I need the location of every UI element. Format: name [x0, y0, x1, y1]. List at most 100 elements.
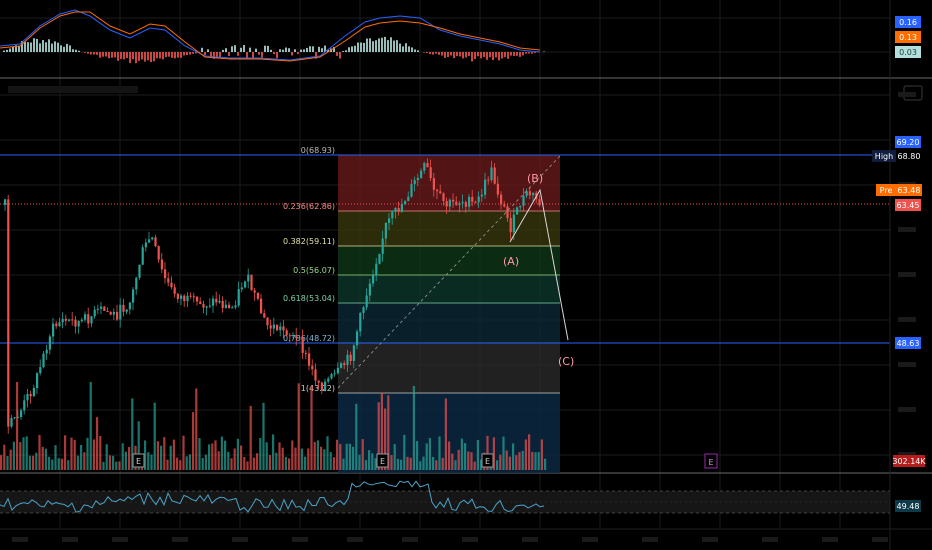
candle-body	[512, 214, 515, 233]
volume-bar	[361, 439, 364, 470]
volume-bar	[393, 444, 396, 470]
volume-bar	[220, 436, 223, 470]
volume-bar	[128, 446, 131, 470]
candle-body	[263, 313, 266, 318]
macd-hist-bar	[78, 50, 80, 52]
time-axis[interactable]	[12, 537, 888, 542]
candle-body	[74, 319, 77, 327]
candle-body	[71, 319, 74, 321]
candle-body	[458, 203, 461, 206]
macd-hist-bar	[141, 52, 143, 60]
volume-bar	[515, 455, 518, 470]
svg-text:63.45: 63.45	[897, 201, 920, 210]
macd-hist-bar	[24, 41, 26, 52]
volume-bar	[208, 444, 211, 470]
volume-bar	[368, 450, 371, 470]
macd-hist-bar	[426, 52, 428, 54]
candle-body	[477, 196, 480, 203]
volume-bar	[502, 436, 505, 470]
volume-bar	[6, 456, 9, 470]
time-axis-tick	[582, 537, 598, 542]
macd-hist-bar	[468, 52, 470, 56]
candle-body	[138, 264, 141, 278]
candle-body	[180, 295, 183, 299]
macd-hist-bar	[117, 52, 119, 61]
candle-body	[391, 211, 394, 219]
earnings-marker[interactable]: E	[132, 453, 145, 468]
volume-bar	[233, 448, 236, 470]
candle-body	[176, 293, 179, 299]
svg-text:63.48: 63.48	[898, 186, 921, 195]
upcoming-earnings-marker[interactable]: E	[704, 453, 718, 469]
macd-hist-bar	[453, 52, 455, 59]
candle-body	[87, 314, 90, 324]
candle-body	[445, 201, 448, 207]
fib-level-label: 0.786(48.72)	[283, 334, 335, 343]
volume-bar	[112, 455, 115, 470]
candle-body	[500, 194, 503, 205]
symbol-legend[interactable]	[8, 86, 138, 93]
macd-hist-bar	[165, 52, 167, 58]
histogram-value-badge: 0.03	[895, 46, 921, 58]
candle-body	[16, 417, 19, 419]
macd-hist-bar	[75, 49, 77, 52]
macd-hist-bar	[252, 52, 254, 58]
volume-bar	[48, 456, 51, 470]
volume-bar	[310, 385, 313, 470]
candle-body	[474, 201, 477, 203]
candle-body	[407, 196, 410, 202]
candle-body	[436, 189, 439, 192]
macd-hist-bar	[381, 37, 383, 52]
time-axis-tick	[822, 537, 838, 542]
macd-hist-bar	[6, 49, 8, 52]
svg-text:E: E	[708, 458, 713, 467]
candle-body	[23, 400, 26, 411]
volume-bar	[454, 460, 457, 470]
volume-bar	[256, 453, 259, 470]
macd-hist-bar	[267, 45, 269, 52]
macd-hist-bar	[351, 46, 353, 52]
macd-hist-bar	[342, 51, 344, 52]
macd-hist-bar	[261, 52, 263, 58]
candle-body	[116, 311, 119, 320]
price-axis-tick	[898, 452, 916, 457]
candle-body	[20, 410, 23, 418]
macd-hist-bar	[30, 42, 32, 52]
macd-hist-bar	[186, 52, 188, 56]
earnings-marker[interactable]: E	[376, 453, 389, 468]
elliott-wave-path[interactable]	[509, 188, 569, 341]
candle-body	[119, 304, 122, 320]
volume-bar	[76, 455, 79, 470]
rsi-line	[0, 480, 545, 513]
volume-bar	[211, 443, 214, 470]
svg-text:Pre: Pre	[880, 186, 893, 195]
time-axis-tick	[462, 537, 478, 542]
candle-body	[484, 179, 487, 195]
volume-bar	[323, 449, 326, 470]
time-axis-tick	[762, 537, 778, 542]
macd-hist-bar	[159, 52, 161, 59]
volume-bar	[470, 452, 473, 470]
macd-hist-bar	[27, 42, 29, 52]
macd-hist-bar	[111, 52, 113, 58]
macd-hist-bar	[294, 49, 296, 52]
macd-hist-bar	[189, 52, 191, 55]
macd-hist-bar	[459, 52, 461, 57]
volume-bar	[108, 455, 111, 470]
volume-bar	[252, 457, 255, 470]
candle-body	[420, 170, 423, 178]
candle-body	[394, 208, 397, 212]
macd-hist-bar	[531, 52, 533, 54]
macd-hist-bar	[285, 47, 287, 52]
volume-bar	[425, 443, 428, 470]
earnings-marker[interactable]: E	[481, 453, 494, 468]
candle-body	[333, 373, 336, 375]
volume-bar	[505, 450, 508, 470]
candle-body	[448, 199, 451, 207]
volume-bar	[86, 437, 89, 470]
volume-bar	[214, 440, 217, 470]
candle-body	[506, 206, 509, 218]
macd-hist-bar	[135, 52, 137, 64]
volume-bar	[54, 445, 57, 470]
